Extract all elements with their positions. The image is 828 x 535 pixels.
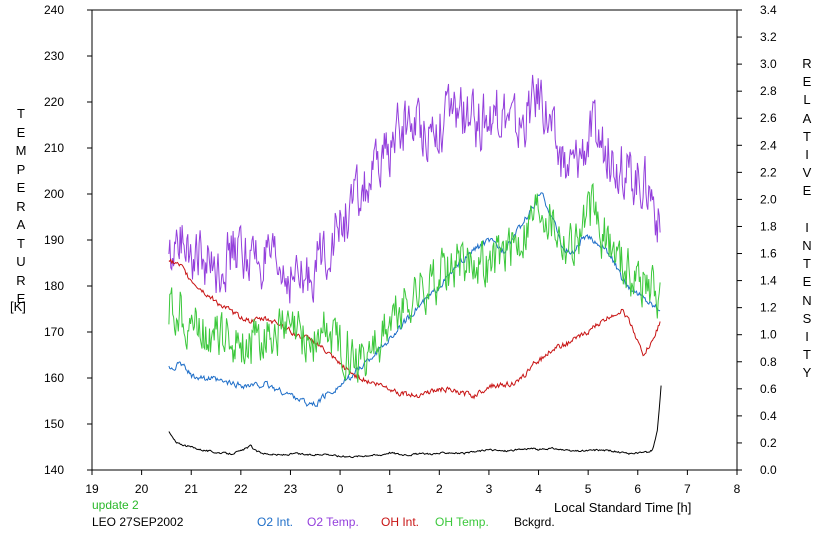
right-tick-label: 2.4 — [760, 138, 777, 152]
series-line-oh-int — [168, 258, 661, 400]
series-lines — [168, 74, 662, 459]
legend-item-bckgrd: Bckgrd. — [514, 515, 555, 529]
x-tick-label: 7 — [684, 482, 691, 496]
x-tick-label: 1 — [386, 482, 393, 496]
x-tick-label: 4 — [535, 482, 542, 496]
right-tick-label: 1.8 — [760, 219, 777, 233]
x-tick-label: 6 — [634, 482, 641, 496]
right-tick-label: 0.4 — [760, 409, 777, 423]
right-tick-label: 1.6 — [760, 247, 777, 261]
x-tick-label: 22 — [234, 482, 248, 496]
x-tick-label: 5 — [585, 482, 592, 496]
left-axis-unit: [K] — [10, 299, 26, 314]
x-tick-label: 0 — [337, 482, 344, 496]
x-tick-label: 21 — [185, 482, 199, 496]
right-tick-label: 2.8 — [760, 84, 777, 98]
right-tick-label: 0.0 — [760, 463, 777, 477]
left-tick-label: 240 — [44, 3, 64, 17]
legend-item-o2-temp: O2 Temp. — [307, 515, 359, 529]
right-tick-label: 2.2 — [760, 165, 777, 179]
x-axis-ticks: 19 20 21 22 23 0 1 2 3 4 5 6 7 8 — [85, 470, 741, 496]
left-axis-ticks: 140 150 160 170 180 190 200 210 220 230 240 — [44, 3, 92, 477]
right-tick-label: 0.6 — [760, 382, 777, 396]
x-axis-label: Local Standard Time [h] — [554, 500, 692, 515]
series-line-o2-int — [168, 192, 661, 408]
left-tick-label: 150 — [44, 417, 64, 431]
legend-item-oh-temp: OH Temp. — [435, 515, 489, 529]
right-tick-label: 1.4 — [760, 274, 777, 288]
left-tick-label: 220 — [44, 95, 64, 109]
right-tick-label: 3.4 — [760, 3, 777, 17]
left-tick-label: 230 — [44, 49, 64, 63]
plot-frame — [91, 9, 738, 471]
station-text: LEO 27SEP2002 — [92, 515, 184, 529]
right-tick-label: 3.2 — [760, 30, 777, 44]
series-line-o2-temp — [168, 74, 661, 304]
x-tick-label: 20 — [135, 482, 149, 496]
left-tick-label: 170 — [44, 325, 64, 339]
left-tick-label: 210 — [44, 141, 64, 155]
x-tick-label: 19 — [85, 482, 99, 496]
legend-item-oh-int: OH Int. — [381, 515, 420, 529]
right-axis-ticks: 0.0 0.2 0.4 0.6 0.8 1.0 1.2 1.4 1.6 1.8 2.0 2.2 2.4 2… — [737, 3, 777, 477]
left-tick-label: 180 — [44, 279, 64, 293]
update-text: update 2 — [92, 498, 139, 512]
series-line-oh-temp — [168, 182, 661, 383]
right-tick-label: 2.0 — [760, 192, 777, 206]
right-tick-label: 1.0 — [760, 328, 777, 342]
left-tick-label: 200 — [44, 187, 64, 201]
series-line-bckgrd — [168, 385, 662, 459]
right-tick-label: 2.6 — [760, 111, 777, 125]
left-tick-label: 190 — [44, 233, 64, 247]
legend-item-o2-int: O2 Int. — [257, 515, 294, 529]
x-tick-label: 8 — [734, 482, 741, 496]
x-tick-label: 23 — [284, 482, 298, 496]
x-tick-label: 3 — [486, 482, 493, 496]
left-tick-label: 160 — [44, 371, 64, 385]
right-tick-label: 3.0 — [760, 57, 777, 71]
x-tick-label: 2 — [436, 482, 443, 496]
right-tick-label: 1.2 — [760, 301, 777, 315]
right-tick-label: 0.2 — [760, 436, 777, 450]
right-tick-label: 0.8 — [760, 355, 777, 369]
left-tick-label: 140 — [44, 463, 64, 477]
